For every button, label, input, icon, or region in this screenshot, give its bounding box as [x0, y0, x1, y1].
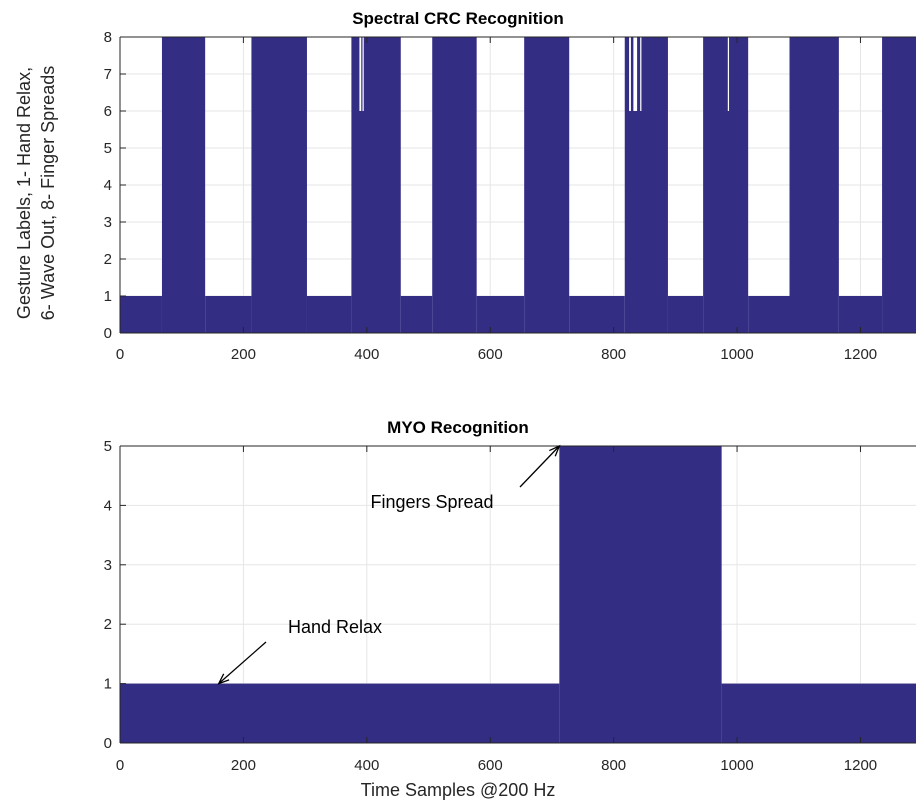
data-segment — [476, 296, 525, 333]
data-segment — [703, 37, 749, 333]
y-tick-label: 2 — [104, 251, 112, 268]
x-tick-label: 1200 — [844, 346, 877, 363]
data-dip — [359, 37, 362, 111]
chart-title: MYO Recognition — [387, 418, 529, 437]
data-segment — [838, 296, 883, 333]
data-segment — [789, 37, 839, 333]
x-tick-label: 0 — [116, 346, 124, 363]
x-tick-label: 1000 — [720, 346, 753, 363]
x-tick-label: 200 — [231, 346, 256, 363]
data-segment — [559, 446, 722, 743]
data-segment — [205, 296, 252, 333]
data-segment — [667, 296, 704, 333]
data-dip — [640, 37, 642, 111]
annotation-hand-relax-arrow-line — [218, 641, 267, 685]
annotation-hand-relax: Hand Relax — [288, 617, 382, 637]
annotation-hand-relax-arrow-head — [217, 673, 230, 685]
data-segment — [120, 683, 560, 743]
y-tick-label: 2 — [104, 616, 112, 633]
y-tick-label: 7 — [104, 66, 112, 83]
y-axis-label: Gesture Labels, 1- Hand Relax, — [14, 67, 34, 319]
y-tick-label: 3 — [104, 557, 112, 574]
y-tick-label: 6 — [104, 103, 112, 120]
y-tick-label: 4 — [104, 177, 112, 194]
annotation-fingers-spread-arrow-head — [549, 444, 561, 457]
data-segment — [120, 296, 162, 333]
chart-spectral-crc: 0 1 2 3 4 5 6 7 8 0 200 400 600 800 1000 1200 Spectral C… — [14, 9, 916, 363]
data-dip — [727, 37, 730, 111]
data-segment — [524, 37, 570, 333]
data-segment — [748, 296, 790, 333]
data-dip — [629, 37, 631, 111]
y-tick-label: 8 — [104, 29, 112, 46]
x-tick-label: 200 — [231, 757, 256, 774]
x-tick-label: 600 — [478, 346, 503, 363]
data-segment — [161, 37, 206, 333]
x-tick-label: 400 — [354, 757, 379, 774]
x-tick-label: 400 — [354, 346, 379, 363]
y-tick-label: 1 — [104, 676, 112, 693]
data-segment — [569, 296, 625, 333]
chart-title: Spectral CRC Recognition — [352, 9, 564, 28]
data-segment — [400, 296, 433, 333]
data-segment — [721, 683, 916, 743]
x-tick-label: 0 — [116, 757, 124, 774]
y-tick-label: 5 — [104, 140, 112, 157]
y-axis-label: 6- Wave Out, 8- Finger Spreads — [38, 66, 58, 320]
data-dip — [362, 37, 364, 111]
y-tick-label: 0 — [104, 735, 112, 752]
x-tick-label: 600 — [478, 757, 503, 774]
x-tick-label: 800 — [601, 346, 626, 363]
annotation-fingers-spread: Fingers Spread — [370, 492, 493, 512]
data-segment — [251, 37, 307, 333]
y-tick-label: 5 — [104, 438, 112, 455]
annotation-fingers-spread-arrow-line — [519, 445, 560, 488]
chart-myo: 0 1 2 3 4 5 0 200 400 600 800 1000 1200 MYO Recogniti… — [104, 418, 916, 800]
x-tick-label: 1000 — [720, 757, 753, 774]
data-segment — [432, 37, 477, 333]
data-segment — [882, 37, 916, 333]
x-tick-label: 1200 — [844, 757, 877, 774]
data-dip — [633, 37, 638, 111]
y-tick-label: 3 — [104, 214, 112, 231]
data-segment — [351, 37, 401, 333]
data-segment — [624, 37, 668, 333]
x-tick-label: 800 — [601, 757, 626, 774]
x-axis-label: Time Samples @200 Hz — [361, 780, 556, 800]
y-tick-label: 1 — [104, 288, 112, 305]
y-tick-label: 0 — [104, 325, 112, 342]
data-segment — [306, 296, 352, 333]
y-tick-label: 4 — [104, 497, 112, 514]
